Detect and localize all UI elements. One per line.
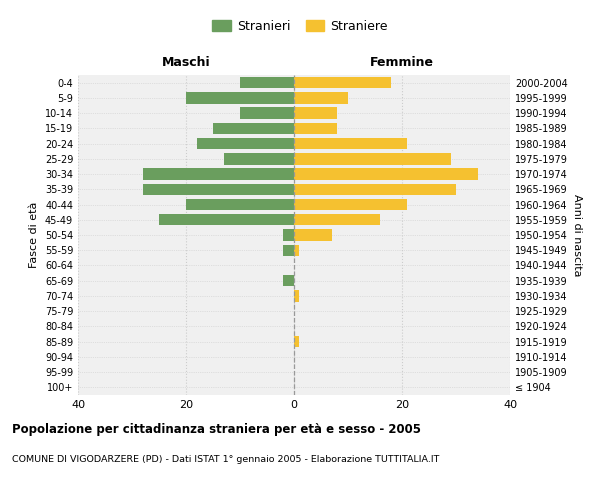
Bar — [294, 290, 299, 302]
Y-axis label: Fasce di età: Fasce di età — [29, 202, 39, 268]
Bar — [224, 153, 294, 164]
Text: Femmine: Femmine — [370, 56, 434, 69]
Bar — [294, 199, 407, 210]
Bar — [143, 184, 294, 195]
Text: Popolazione per cittadinanza straniera per età e sesso - 2005: Popolazione per cittadinanza straniera p… — [12, 422, 421, 436]
Bar — [294, 230, 332, 240]
Bar — [294, 244, 299, 256]
Text: COMUNE DI VIGODARZERE (PD) - Dati ISTAT 1° gennaio 2005 - Elaborazione TUTTITALI: COMUNE DI VIGODARZERE (PD) - Dati ISTAT … — [12, 455, 439, 464]
Bar — [197, 138, 294, 149]
Bar — [294, 92, 348, 104]
Bar — [294, 153, 451, 164]
Bar — [143, 168, 294, 180]
Bar — [240, 77, 294, 88]
Text: Maschi: Maschi — [161, 56, 211, 69]
Y-axis label: Anni di nascita: Anni di nascita — [572, 194, 581, 276]
Bar — [213, 122, 294, 134]
Bar — [186, 199, 294, 210]
Legend: Stranieri, Straniere: Stranieri, Straniere — [208, 16, 392, 37]
Bar — [294, 138, 407, 149]
Bar — [294, 122, 337, 134]
Bar — [159, 214, 294, 226]
Bar — [283, 230, 294, 240]
Bar — [186, 92, 294, 104]
Bar — [294, 108, 337, 119]
Bar — [294, 184, 456, 195]
Bar — [240, 108, 294, 119]
Bar — [283, 244, 294, 256]
Bar — [294, 168, 478, 180]
Bar — [294, 214, 380, 226]
Bar — [294, 336, 299, 347]
Bar — [294, 77, 391, 88]
Bar — [283, 275, 294, 286]
